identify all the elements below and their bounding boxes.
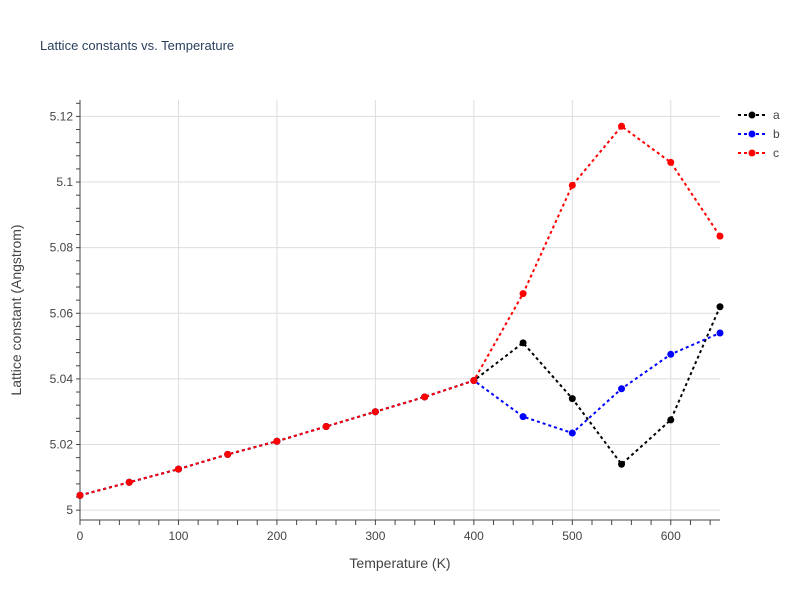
x-tick-label: 600 <box>661 529 681 543</box>
legend[interactable]: abc <box>738 108 780 160</box>
data-point-c[interactable] <box>224 450 232 458</box>
legend-marker <box>748 111 756 119</box>
data-point-c[interactable] <box>174 465 182 473</box>
data-point-c[interactable] <box>371 408 379 416</box>
y-tick-label: 5.04 <box>50 372 74 386</box>
data-point-b[interactable] <box>716 329 724 337</box>
legend-item-a[interactable]: a <box>738 108 780 122</box>
x-tick-label: 500 <box>562 529 582 543</box>
x-tick-label: 0 <box>77 529 84 543</box>
data-point-c[interactable] <box>421 393 429 401</box>
data-point-c[interactable] <box>519 290 527 298</box>
data-point-a[interactable] <box>519 339 527 347</box>
legend-item-c[interactable]: c <box>738 146 779 160</box>
x-tick-label: 100 <box>168 529 188 543</box>
data-point-c[interactable] <box>667 158 675 166</box>
grid <box>79 100 720 520</box>
y-tick-label: 5.1 <box>56 175 73 189</box>
x-tick-label: 200 <box>267 529 287 543</box>
y-tick-label: 5.02 <box>50 438 74 452</box>
data-point-c[interactable] <box>125 478 133 486</box>
series-c <box>76 122 724 499</box>
data-point-c[interactable] <box>618 122 626 130</box>
series-group <box>76 122 724 499</box>
y-tick-label: 5.06 <box>50 306 74 320</box>
data-point-b[interactable] <box>519 413 527 421</box>
data-point-c[interactable] <box>273 437 281 445</box>
legend-marker <box>748 130 756 138</box>
legend-label: b <box>773 127 780 141</box>
data-point-b[interactable] <box>667 350 675 358</box>
axes: 0 100 200 300 400 500 600 5 5.02 5.04 5.06 5.08 5.1 5… <box>50 100 720 543</box>
data-point-a[interactable] <box>618 460 626 468</box>
x-tick-label: 400 <box>464 529 484 543</box>
legend-marker <box>748 149 756 157</box>
data-point-c[interactable] <box>716 232 724 240</box>
data-point-a[interactable] <box>716 303 724 311</box>
series-line-c <box>79 124 721 497</box>
y-axis-label: Lattice constant (Angstrom) <box>8 224 24 395</box>
data-point-c[interactable] <box>76 491 84 499</box>
legend-label: c <box>773 146 779 160</box>
y-tick-label: 5.08 <box>50 241 74 255</box>
chart-title: Lattice constants vs. Temperature <box>40 38 234 53</box>
data-point-c[interactable] <box>322 422 330 430</box>
series-b <box>76 329 724 499</box>
data-point-c[interactable] <box>470 377 478 385</box>
legend-label: a <box>773 108 780 122</box>
data-point-b[interactable] <box>618 385 626 393</box>
data-point-c[interactable] <box>568 181 576 189</box>
data-point-b[interactable] <box>568 429 576 437</box>
y-tick-label: 5 <box>66 503 73 517</box>
data-point-a[interactable] <box>568 395 576 403</box>
x-axis-label: Temperature (K) <box>349 555 450 571</box>
legend-item-b[interactable]: b <box>738 127 780 141</box>
x-tick-label: 300 <box>365 529 385 543</box>
data-point-a[interactable] <box>667 416 675 424</box>
y-tick-label: 5.12 <box>50 109 74 123</box>
